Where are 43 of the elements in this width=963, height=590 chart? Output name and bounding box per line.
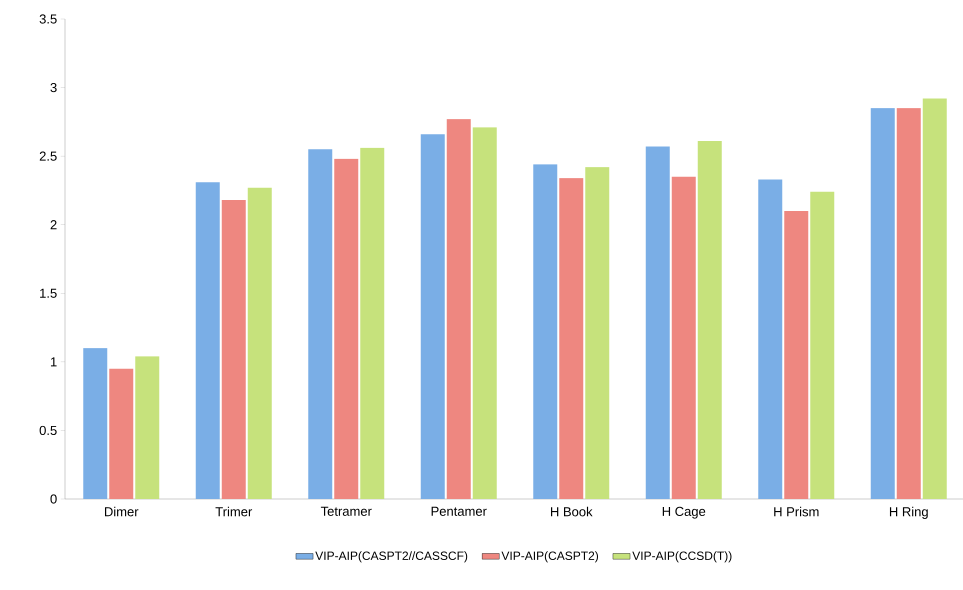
bar [83,348,108,499]
x-tick-label: Pentamer [432,506,487,516]
y-tick-label: 0.5 [40,426,57,436]
bar [646,146,670,499]
legend-label: VIP-AIP(CASPT2//CASSCF) [315,551,468,562]
legend-label: VIP-AIP(CCSD(T)) [632,551,732,562]
bar [758,179,782,499]
bar [109,368,134,499]
bar [784,211,808,499]
bar [810,192,834,499]
y-tick-label: 1.5 [40,288,57,298]
bar [896,108,921,499]
y-tick-label: 3 [50,82,57,92]
bar [922,98,947,499]
bar [585,167,610,499]
legend-label: VIP-AIP(CASPT2) [501,551,598,562]
x-tick-label: Dimer [104,506,138,516]
bar [308,149,332,499]
bar [446,119,471,499]
bar [472,127,497,499]
bar [870,108,895,499]
x-tick-label: Trimer [216,506,252,516]
y-tick-label: 3.5 [40,14,57,24]
bar [698,141,722,499]
y-tick-label: 1 [50,357,57,366]
y-tick-label: 2 [50,220,57,230]
bar [222,200,246,499]
bar [559,178,584,499]
bar [533,164,558,499]
bar [360,148,384,499]
bar [135,356,160,499]
x-tick-label: H Prism [774,506,818,516]
y-tick-label: 2.5 [40,152,57,161]
x-tick-label: H Cage [662,506,706,519]
bar [334,158,358,499]
bar [248,188,272,499]
x-tick-label: H Ring [890,506,928,519]
bar [196,182,220,499]
bar [672,176,696,499]
bar [420,134,445,499]
y-tick-label: 0 [50,494,57,504]
x-tick-label: H Book [551,506,593,516]
x-tick-label: Tetramer [320,506,372,516]
